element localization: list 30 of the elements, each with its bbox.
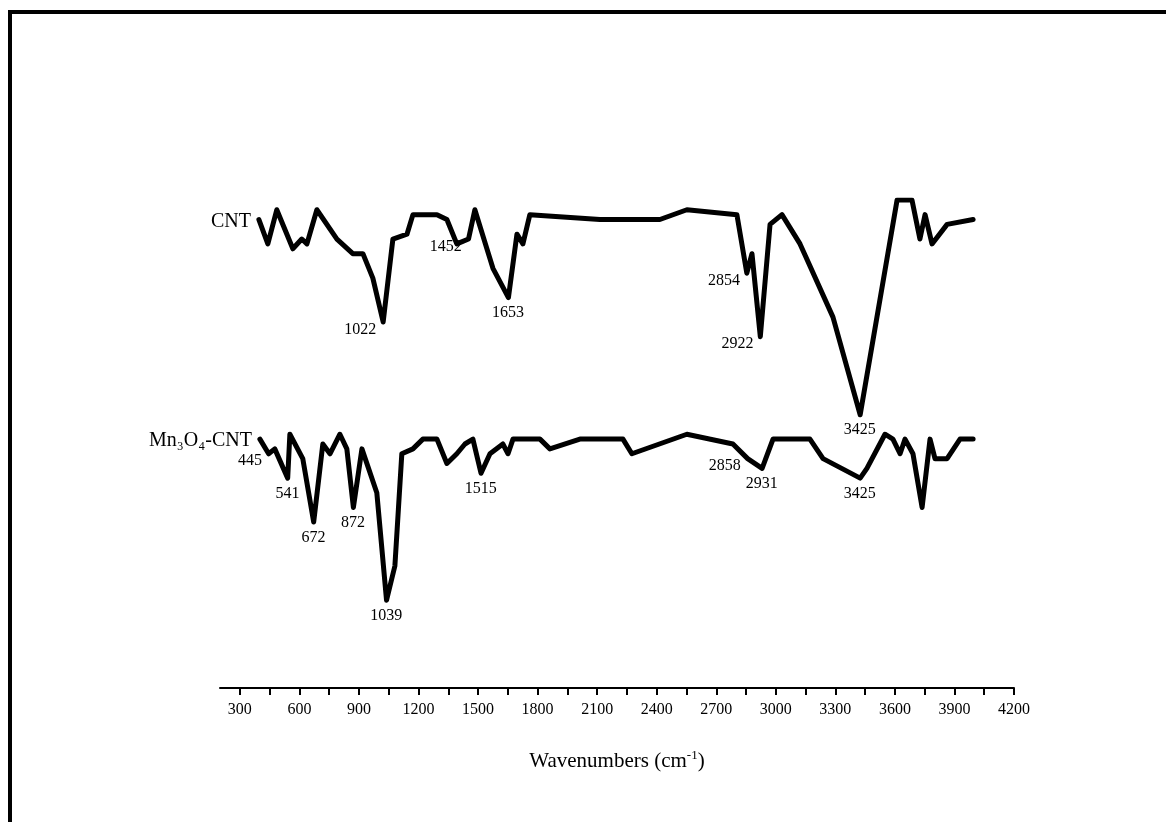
x-tick-label: 1800	[521, 699, 554, 717]
x-tick-label: 2400	[640, 699, 673, 717]
x-tick-label: 3900	[938, 699, 971, 717]
annotation: 1515	[464, 478, 497, 496]
x-tick-label: 1200	[402, 699, 435, 717]
annotation: 2854	[708, 270, 741, 288]
annotation: 1039	[370, 605, 403, 623]
annotation: 1653	[492, 303, 525, 321]
annotation: 3425	[843, 483, 876, 501]
x-tick-label: 300	[227, 699, 252, 717]
annotation: 3425	[843, 420, 876, 438]
x-tick-label: 1500	[462, 699, 495, 717]
annotation: 2858	[708, 456, 741, 474]
x-tick-label: 2100	[581, 699, 614, 717]
x-tick-label: 3300	[819, 699, 852, 717]
x-tick-label: 600	[287, 699, 312, 717]
x-tick-label: 2700	[700, 699, 733, 717]
annotation: 672	[301, 527, 326, 545]
series-label: Mn₃O₄-CNT	[149, 428, 252, 451]
series-label: CNT	[210, 208, 251, 231]
annotation: 2922	[721, 334, 754, 352]
annotation: 1022	[344, 319, 377, 337]
x-tick-label: 4200	[998, 699, 1030, 717]
x-tick-label: 3600	[878, 699, 911, 717]
x-tick-label: 3000	[759, 699, 792, 717]
annotation: 541	[275, 483, 300, 501]
annotation: 2931	[745, 473, 778, 491]
annotation: 872	[341, 512, 366, 530]
annotation: 445	[238, 451, 263, 469]
x-tick-label: 900	[346, 699, 371, 717]
